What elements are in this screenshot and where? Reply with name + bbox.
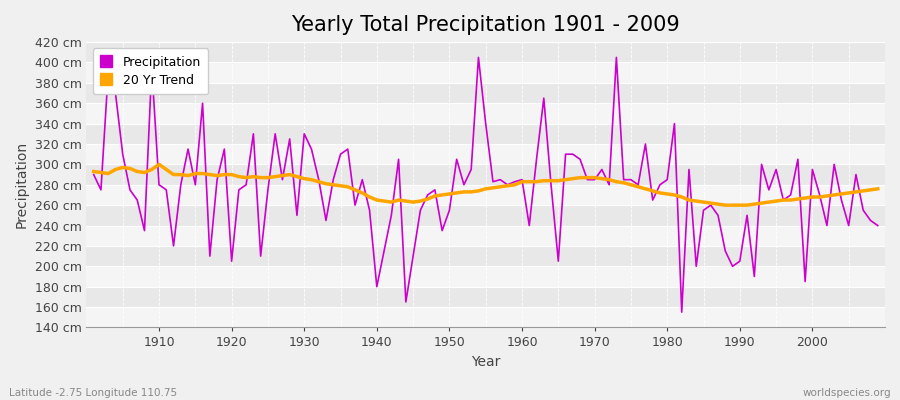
20 Yr Trend — [154, 162, 165, 167]
Bar — [86, 144, 885, 164]
Bar — [86, 287, 885, 307]
X-axis label: Year: Year — [471, 355, 500, 369]
Bar — [86, 42, 885, 62]
Precipitation — [524, 223, 535, 228]
Bar — [86, 185, 885, 205]
20 Yr Trend — [357, 190, 368, 195]
Precipitation — [349, 203, 360, 208]
Line: Precipitation: Precipitation — [94, 57, 878, 312]
Bar — [86, 124, 885, 144]
Bar — [86, 83, 885, 103]
Bar — [86, 246, 885, 266]
20 Yr Trend — [147, 167, 158, 172]
Line: 20 Yr Trend: 20 Yr Trend — [94, 164, 878, 205]
Text: worldspecies.org: worldspecies.org — [803, 388, 891, 398]
Precipitation — [517, 177, 527, 182]
20 Yr Trend — [872, 186, 883, 191]
Legend: Precipitation, 20 Yr Trend: Precipitation, 20 Yr Trend — [93, 48, 209, 94]
20 Yr Trend — [720, 203, 731, 208]
Bar — [86, 226, 885, 246]
Precipitation — [147, 65, 158, 70]
Precipitation — [872, 223, 883, 228]
Precipitation — [306, 147, 317, 152]
20 Yr Trend — [313, 179, 324, 184]
Title: Yearly Total Precipitation 1901 - 2009: Yearly Total Precipitation 1901 - 2009 — [292, 15, 680, 35]
Precipitation — [676, 310, 687, 314]
Bar — [86, 266, 885, 287]
Precipitation — [88, 172, 99, 177]
20 Yr Trend — [88, 169, 99, 174]
20 Yr Trend — [517, 179, 527, 184]
Bar — [86, 62, 885, 83]
20 Yr Trend — [611, 179, 622, 184]
Text: Latitude -2.75 Longitude 110.75: Latitude -2.75 Longitude 110.75 — [9, 388, 177, 398]
20 Yr Trend — [524, 179, 535, 184]
Bar — [86, 103, 885, 124]
Bar — [86, 164, 885, 185]
Precipitation — [611, 55, 622, 60]
Y-axis label: Precipitation: Precipitation — [15, 141, 29, 228]
Precipitation — [473, 55, 484, 60]
Bar — [86, 205, 885, 226]
Bar — [86, 307, 885, 328]
